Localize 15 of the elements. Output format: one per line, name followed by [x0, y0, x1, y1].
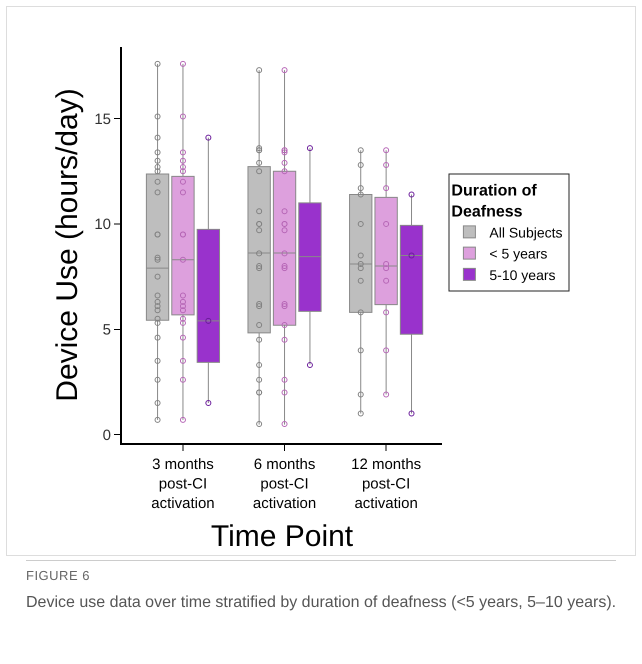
y-tick-label: 5	[102, 322, 111, 339]
y-tick-label: 15	[94, 110, 111, 128]
y-tick-label: 0	[102, 426, 111, 444]
legend-title: Duration of Deafness	[451, 182, 538, 220]
caption: FIGURE 6	[26, 568, 90, 583]
legend-label: < 5 years	[489, 246, 548, 262]
y-tick-label: 10	[94, 216, 111, 234]
legend-label: All Subjects	[489, 224, 563, 240]
x-axis-title: Time Point	[210, 520, 354, 553]
x-tick-label: 12 months post-CI activation	[351, 456, 422, 512]
text: Device use data over time stratified by duration of deafness (<5 years, 5–10 years).	[26, 593, 618, 613]
legend-label: 5-10 years	[489, 266, 556, 283]
x-tick-label: 3 months post-CI activation	[151, 456, 215, 512]
x-tick-label: 6 months post-CI activation	[252, 456, 316, 512]
y-axis-title: Device Use (hours/day)	[50, 88, 84, 402]
